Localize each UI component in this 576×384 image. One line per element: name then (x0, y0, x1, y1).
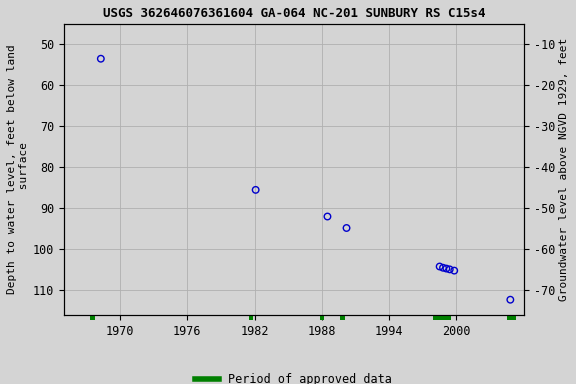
Y-axis label: Groundwater level above NGVD 1929, feet: Groundwater level above NGVD 1929, feet (559, 38, 569, 301)
Point (450, 268, 459, 274)
Point (445, 266, 454, 273)
Point (96, 56, 105, 62)
Point (506, 297, 515, 303)
Bar (249, 315, 253, 320)
Title: USGS 362646076361604 GA-064 NC-201 SUNBURY RS C15s4: USGS 362646076361604 GA-064 NC-201 SUNBU… (103, 7, 485, 20)
Legend: Period of approved data: Period of approved data (191, 368, 397, 384)
Bar (320, 315, 324, 320)
Bar (90, 315, 95, 320)
Point (442, 265, 451, 271)
Y-axis label: Depth to water level, feet below land
 surface: Depth to water level, feet below land su… (7, 45, 29, 294)
Point (251, 187, 260, 193)
Point (438, 265, 448, 271)
Bar (507, 315, 516, 320)
Point (342, 225, 351, 231)
Bar (433, 315, 451, 320)
Point (323, 214, 332, 220)
Bar (340, 315, 346, 320)
Point (435, 263, 444, 270)
